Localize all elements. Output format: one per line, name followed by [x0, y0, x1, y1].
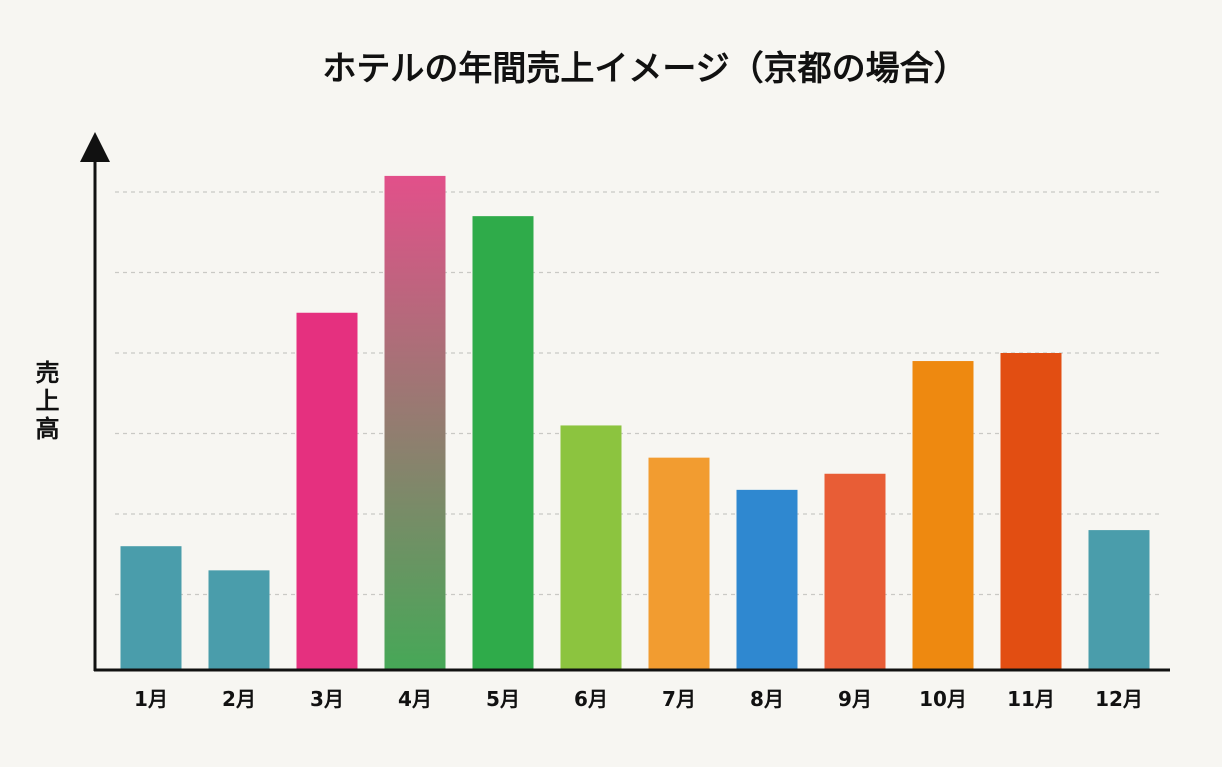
x-tick-label: 8月: [750, 687, 784, 711]
x-tick-label: 3月: [310, 687, 344, 711]
x-tick-label: 11月: [1007, 687, 1055, 711]
y-axis-arrow-icon: [80, 132, 110, 162]
x-tick-label: 2月: [222, 687, 256, 711]
bar-12月: [1088, 530, 1150, 670]
x-tick-labels: 1月 2月 3月 4月 5月 6月 7月 8月 9月 10月 11月 12月: [134, 687, 1143, 711]
bar-7月: [648, 457, 710, 670]
bar-1月: [120, 546, 182, 670]
y-axis-label: 売上高: [31, 360, 59, 444]
chart-title: ホテルの年間売上イメージ（京都の場合）: [322, 49, 967, 89]
bar-3月: [296, 312, 358, 670]
gridlines: [115, 191, 1160, 596]
bars: [120, 175, 1150, 670]
bar-4月: [384, 175, 446, 670]
x-tick-label: 9月: [838, 687, 872, 711]
x-tick-label: 4月: [398, 687, 432, 711]
x-tick-label: 1月: [134, 687, 168, 711]
x-tick-label: 12月: [1095, 687, 1143, 711]
bar-6月: [560, 425, 622, 670]
x-tick-label: 7月: [662, 687, 696, 711]
bar-8月: [736, 489, 798, 670]
x-tick-label: 5月: [486, 687, 520, 711]
x-tick-label: 6月: [574, 687, 608, 711]
bar-9月: [824, 473, 886, 670]
bar-11月: [1000, 353, 1062, 670]
bar-10月: [912, 361, 974, 670]
bar-2月: [208, 570, 270, 670]
bar-5月: [472, 216, 534, 670]
x-tick-label: 10月: [919, 687, 967, 711]
